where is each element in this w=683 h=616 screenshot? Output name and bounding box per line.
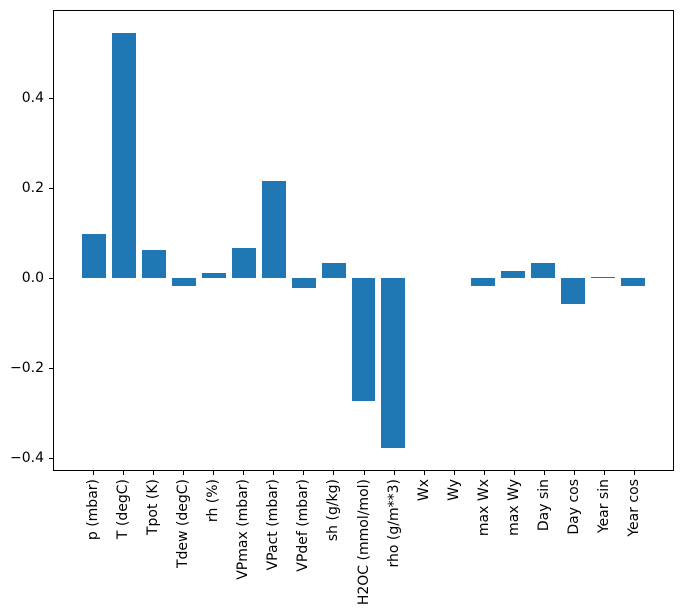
y-tick-label: 0.0	[21, 270, 44, 287]
x-tick-mark	[93, 471, 95, 475]
bar-tdew-degc	[171, 277, 196, 287]
bar-vpmax-mbar	[231, 248, 256, 278]
x-tick-label-vpact-mbar: VPact (mbar)	[265, 479, 282, 571]
x-tick-label-vpdef-mbar: VPdef (mbar)	[295, 479, 312, 572]
x-tick-mark	[573, 471, 575, 475]
bar-max-wy	[501, 270, 526, 278]
bar-rh	[201, 272, 226, 278]
x-tick-mark	[273, 471, 275, 475]
x-tick-label-p-mbar: p (mbar)	[85, 479, 102, 541]
bar-t-degc	[112, 32, 136, 278]
y-tick-mark	[49, 188, 53, 190]
y-tick-mark	[49, 98, 53, 100]
bar-year-sin	[590, 276, 615, 278]
x-tick-mark	[333, 471, 335, 475]
bar-p-mbar	[82, 233, 107, 278]
x-tick-mark	[123, 471, 125, 475]
y-tick-mark	[49, 278, 53, 280]
x-tick-label-day-cos: Day cos	[565, 479, 582, 535]
bar-vpdef-mbar	[291, 277, 316, 288]
x-tick-label-max-wx: max Wx	[475, 479, 492, 537]
x-tick-mark	[393, 471, 395, 475]
x-tick-mark	[243, 471, 245, 475]
x-tick-label-wy: Wy	[445, 479, 462, 501]
bar-h2oc-mmol-mol	[351, 277, 376, 402]
bar-year-cos	[620, 277, 645, 286]
bar-rho-g-m-3	[381, 277, 406, 449]
x-tick-label-vpmax-mbar: VPmax (mbar)	[235, 479, 252, 580]
x-tick-label-tdew-degc: Tdew (degC)	[175, 479, 192, 569]
x-tick-mark	[603, 471, 605, 475]
bar-day-sin	[531, 263, 556, 278]
x-tick-mark	[303, 471, 305, 475]
bar-tpot-k	[142, 249, 166, 278]
bar-max-wx	[471, 277, 496, 286]
x-tick-label-year-cos: Year cos	[625, 479, 642, 537]
x-tick-label-wx: Wx	[415, 479, 432, 502]
x-tick-label-rh: rh (%)	[205, 479, 222, 523]
y-tick-label: −0.4	[10, 449, 44, 466]
x-tick-label-tpot-k: Tpot (K)	[145, 479, 162, 536]
x-tick-label-h2oc-mmol-mol: H2OC (mmol/mol)	[355, 479, 372, 606]
x-tick-label-year-sin: Year sin	[595, 479, 612, 534]
x-tick-label-sh-g-kg: sh (g/kg)	[325, 479, 342, 542]
x-tick-mark	[543, 471, 545, 475]
y-tick-label: 0.4	[21, 90, 44, 107]
x-tick-label-t-degc: T (degC)	[115, 479, 132, 540]
bar-sh-g-kg	[321, 262, 346, 278]
x-tick-label-day-sin: Day sin	[535, 479, 552, 532]
bar-vpact-mbar	[261, 180, 286, 278]
x-tick-mark	[183, 471, 185, 475]
x-tick-label-rho-g-m-3: rho (g/m**3)	[385, 479, 402, 568]
x-tick-mark	[483, 471, 485, 475]
x-tick-mark	[633, 471, 635, 475]
y-tick-label: −0.2	[10, 360, 44, 376]
y-tick-mark	[49, 368, 53, 369]
x-tick-label-max-wy: max Wy	[505, 479, 522, 536]
y-tick-mark	[49, 457, 53, 459]
x-tick-mark	[423, 471, 425, 475]
y-tick-label: 0.2	[21, 180, 44, 197]
x-tick-mark	[213, 471, 215, 475]
x-tick-mark	[453, 471, 455, 475]
x-tick-mark	[153, 471, 155, 475]
plot-area	[53, 10, 674, 471]
x-tick-mark	[363, 471, 365, 475]
bar-day-cos	[561, 277, 585, 304]
x-tick-mark	[513, 471, 515, 475]
